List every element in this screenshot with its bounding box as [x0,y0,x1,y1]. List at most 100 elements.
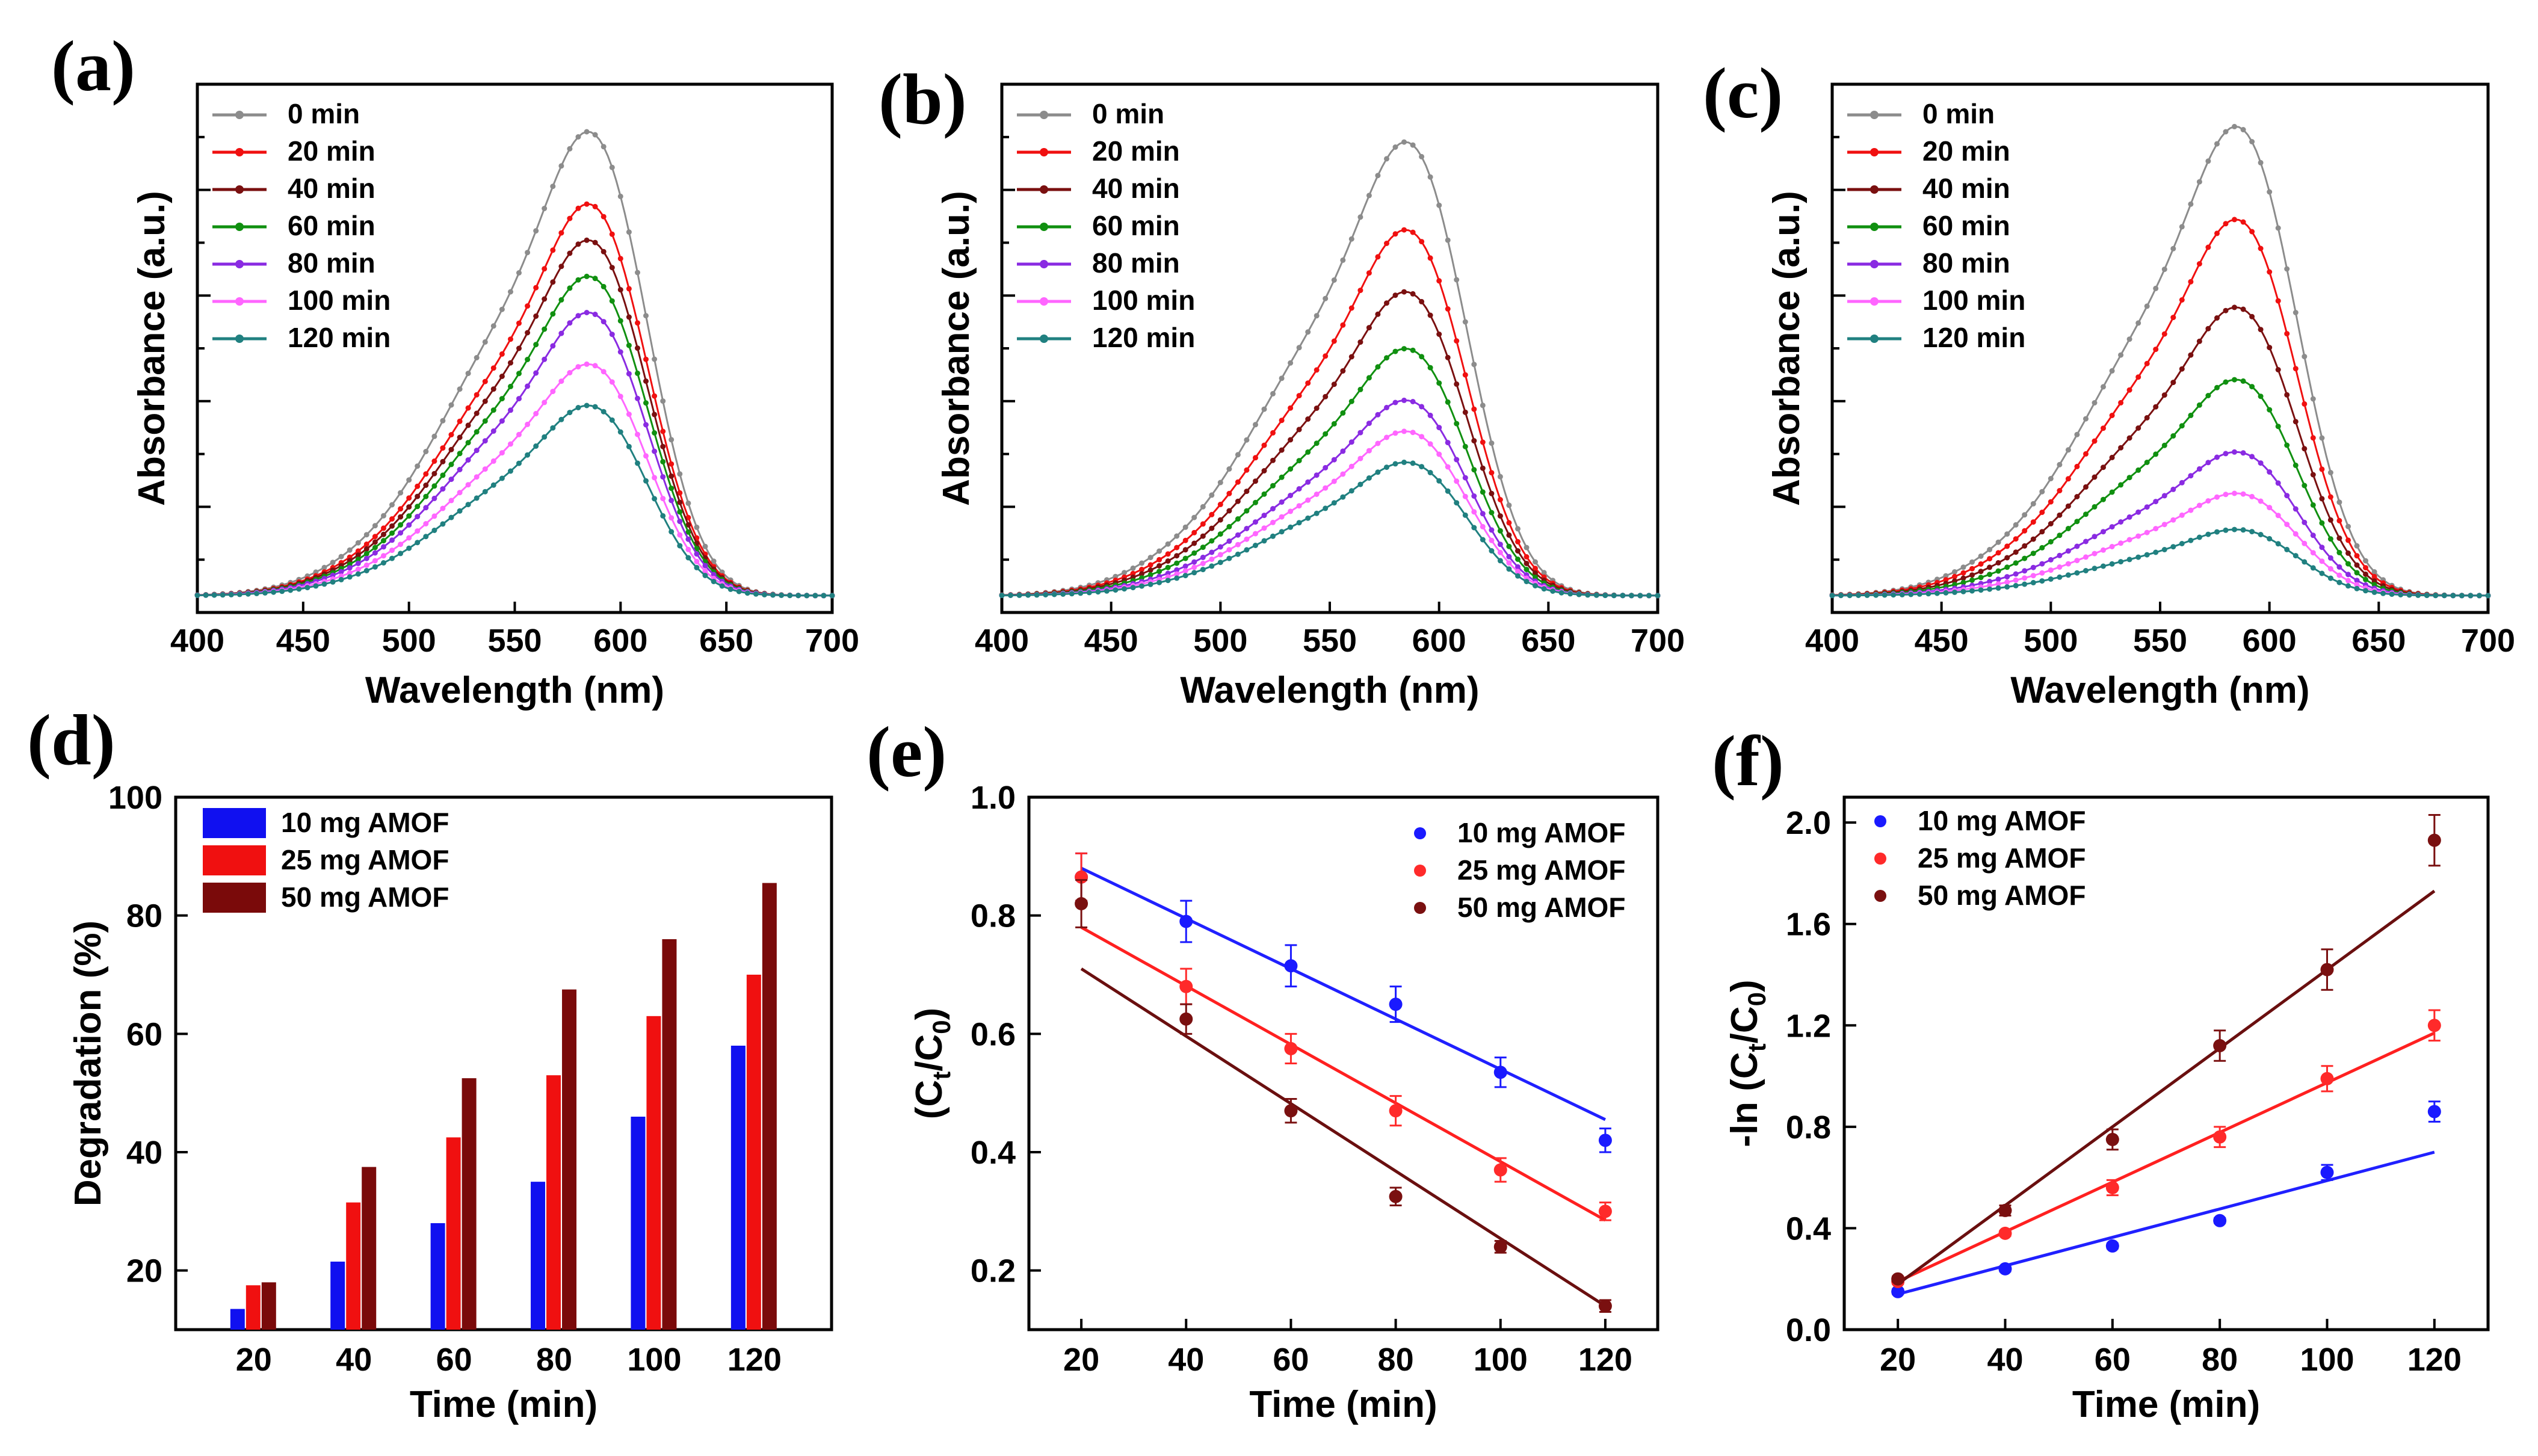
data-point [1284,1104,1298,1118]
x-tick-label: 600 [1412,623,1466,659]
spectrum-line-0-min [197,131,832,597]
legend-label: 25 mg AMOF [281,844,449,875]
spectrum-line-40-min [1832,306,2488,597]
x-tick-label: 20 [1880,1342,1916,1378]
data-point [2320,1072,2334,1085]
y-label-subscript: 0 [1743,992,1771,1006]
legend-label: 20 min [1092,135,1180,167]
x-axis-label: Wavelength (nm) [1180,670,1479,711]
data-point [1075,897,1088,910]
panel-label: (c) [1703,53,1783,133]
x-tick-label: 600 [593,623,647,659]
spectrum-markers [1829,449,2491,599]
data-point [1284,1041,1298,1055]
y-tick-label: 1.6 [1786,907,1831,943]
data-point [2427,833,2441,847]
legend-label: 50 mg AMOF [1918,880,2086,911]
legend-marker [1870,297,1879,306]
legend-marker [1040,148,1048,156]
y-tick-label: 0.0 [1786,1312,1831,1348]
legend-marker [1870,223,1879,231]
data-point [1284,959,1298,973]
x-tick-label: 120 [727,1342,782,1378]
data-point [1389,1104,1403,1118]
x-tick-label: 700 [2461,623,2515,659]
fit-line-25-mg-AMOF [1080,926,1607,1222]
spectrum-markers [999,459,1661,599]
legend-label: 120 min [1092,322,1195,353]
legend-marker [1040,260,1048,268]
legend-marker [235,297,244,306]
x-tick-label: 650 [1521,623,1575,659]
y-tick-label: 1.0 [971,780,1016,816]
data-point [1598,1205,1612,1218]
bar-25-mg-AMOF [746,975,761,1330]
legend-marker [1414,902,1426,914]
legend-label: 0 min [1092,98,1164,129]
spectrum-line-120-min [1832,528,2488,597]
y-axis-label: Degradation (%) [67,921,109,1206]
legend-marker [1870,148,1879,156]
spectrum-markers [1829,377,2491,599]
bar-50-mg-AMOF [261,1282,276,1330]
data-point [2320,1165,2334,1179]
legend-label: 100 min [288,285,391,316]
y-tick-label: 60 [126,1016,162,1052]
legend-label: 50 mg AMOF [281,881,449,913]
y-label-subscript: 0 [927,1020,956,1034]
data-point [1998,1262,2012,1276]
x-tick-label: 600 [2243,623,2297,659]
x-axis-label: Time (min) [2072,1384,2260,1425]
fit-line-10-mg-AMOF [1897,1150,2435,1296]
x-tick-label: 550 [487,623,542,659]
legend-label: 120 min [1922,322,2025,353]
legend-marker [1040,335,1048,343]
y-label-text: -ln (C [1724,1052,1765,1147]
legend-marker [1040,185,1048,194]
data-point [1891,1285,1905,1298]
spectrum-line-20-min [1001,229,1658,597]
data-point [2105,1181,2119,1194]
bar-25-mg-AMOF [546,1075,561,1330]
y-tick-label: 0.4 [1786,1211,1831,1247]
bar-10-mg-AMOF [230,1309,245,1330]
bar-10-mg-AMOF [631,1117,646,1330]
y-axis-label: (Ct/C0) [909,1008,956,1119]
spectrum-markers [999,428,1661,599]
y-tick-label: 0.8 [971,898,1016,934]
bar-10-mg-AMOF [330,1261,345,1330]
panel-c: (c) 400 450 500 550 600 650 700 Wavelength (nm) A… [1703,53,2515,711]
legend-marker [235,223,244,231]
x-tick-label: 40 [1987,1342,2023,1378]
x-tick-label: 450 [276,623,330,659]
legend-marker [235,335,244,343]
panel-label: (e) [866,712,946,792]
legend-marker [1874,815,1886,827]
x-tick-label: 100 [1474,1342,1528,1378]
x-tick-label: 100 [627,1342,681,1378]
spectrum-line-60-min [197,275,832,597]
x-tick-label: 20 [236,1342,272,1378]
data-point [2213,1039,2227,1052]
bar-50-mg-AMOF [462,1078,477,1330]
spectrum-line-0-min [1832,125,2488,597]
legend-marker [1870,185,1879,194]
spectrum-line-40-min [197,239,832,597]
spectrum-line-100-min [197,363,832,597]
x-axis-label: Time (min) [410,1384,597,1425]
bar-10-mg-AMOF [531,1182,546,1330]
data-point [2105,1239,2119,1253]
x-tick-label: 40 [1168,1342,1204,1378]
bar-50-mg-AMOF [562,989,577,1330]
x-tick-label: 700 [1631,623,1685,659]
legend-label: 50 mg AMOF [1457,892,1625,923]
legend-label: 25 mg AMOF [1457,854,1625,886]
x-tick-label: 60 [436,1342,472,1378]
data-point [1998,1203,2012,1217]
data-point [1179,915,1193,928]
spectrum-line-20-min [197,203,832,597]
x-tick-label: 60 [1273,1342,1309,1378]
x-tick-label: 60 [2095,1342,2131,1378]
data-point [1998,1226,2012,1240]
panel-label: (d) [27,700,116,780]
